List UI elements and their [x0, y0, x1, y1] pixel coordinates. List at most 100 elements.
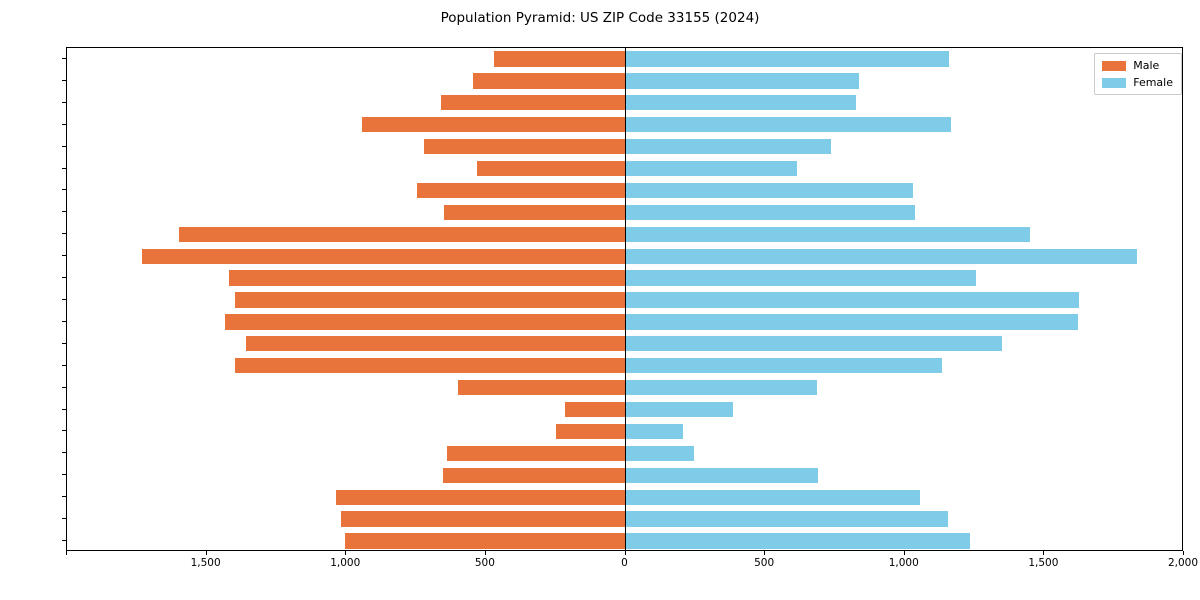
x-axis-label-5: 500: [754, 557, 775, 569]
bar-female-55-59: [625, 226, 1031, 242]
y-axis-tick-mark: [62, 277, 66, 279]
pyramid-row: [67, 160, 1182, 177]
plot-area: [66, 47, 1183, 551]
y-axis-tick-mark: [62, 474, 66, 476]
pyramid-row: [67, 314, 1182, 330]
x-axis-label-2: 1,000: [330, 557, 361, 569]
bar-male-18-19: [446, 445, 626, 462]
pyramid-row: [67, 117, 1182, 133]
pyramid-row: [67, 358, 1182, 374]
bars-layer: [67, 48, 1182, 550]
bar-male-65-66: [477, 160, 626, 177]
pyramid-row: [67, 292, 1182, 308]
legend-item-male: Male: [1102, 59, 1173, 72]
bar-male-5-9: [340, 511, 626, 527]
x-axis-tick-mark: [484, 551, 486, 555]
legend-swatch-female: [1102, 77, 1127, 88]
y-axis-tick-mark: [62, 342, 66, 344]
pyramid-row: [67, 489, 1182, 505]
bar-female-15-17: [625, 467, 819, 483]
bar-female-62-64: [625, 182, 914, 199]
bar-female-30-34: [625, 336, 1003, 352]
bar-male-70-74: [361, 117, 626, 133]
pyramid-row: [67, 423, 1182, 440]
x-axis-tick-mark: [345, 551, 347, 555]
bar-male-40-44: [234, 292, 626, 308]
y-axis-tick-mark: [62, 79, 66, 81]
y-axis-tick-mark: [62, 452, 66, 454]
bar-male-60-61: [443, 204, 626, 220]
pyramid-row: [67, 336, 1182, 352]
pyramid-row: [67, 467, 1182, 483]
y-axis-tick-mark: [62, 189, 66, 191]
pyramid-row: [67, 511, 1182, 527]
bar-female-80-84: [625, 73, 859, 89]
bar-female-45-49: [625, 270, 976, 286]
x-axis-tick-mark: [1183, 551, 1184, 555]
y-axis-tick-mark: [62, 540, 66, 542]
x-axis-tick-mark: [1043, 551, 1045, 555]
bar-male-45-49: [228, 270, 626, 286]
bar-female-20: [625, 423, 683, 440]
legend-label-female: Female: [1133, 76, 1173, 89]
pyramid-row: [67, 95, 1182, 111]
bar-female-under-5: [625, 533, 971, 549]
bar-female-18-19: [625, 445, 694, 462]
pyramid-row: [67, 138, 1182, 155]
legend-swatch-male: [1102, 60, 1127, 71]
y-axis-tick-mark: [62, 386, 66, 388]
x-axis-tick-mark: [205, 551, 207, 555]
bar-male-50-54: [142, 248, 626, 264]
x-axis-tick-mark: [66, 551, 67, 555]
pyramid-row: [67, 270, 1182, 286]
bar-male-67-69: [424, 138, 626, 155]
pyramid-row: [67, 533, 1182, 549]
pyramid-row: [67, 379, 1182, 396]
bar-female-35-39: [625, 314, 1078, 330]
zero-axis-line: [624, 48, 627, 550]
y-axis-tick-mark: [62, 408, 66, 410]
bar-female-50-54: [625, 248, 1137, 264]
x-axis-label-8: 2,000: [1167, 557, 1199, 569]
chart-title: Population Pyramid: US ZIP Code 33155 (2…: [440, 10, 760, 26]
y-axis-tick-mark: [62, 320, 66, 322]
bar-male-75-79: [441, 95, 626, 111]
bar-male-30-34: [245, 336, 626, 352]
bar-female-75-79: [625, 95, 856, 111]
pyramid-row: [67, 226, 1182, 242]
bar-female-21: [625, 401, 733, 418]
bar-female-5-9: [625, 511, 949, 527]
bar-male-62-64: [417, 182, 626, 199]
y-axis-tick-mark: [62, 101, 66, 103]
y-axis-tick-mark: [62, 233, 66, 235]
x-axis-tick-mark: [764, 551, 766, 555]
bar-female-10-14: [625, 489, 921, 505]
x-axis-label-7: 1,500: [1028, 557, 1059, 569]
bar-female-60-61: [625, 204, 915, 220]
pyramid-row: [67, 73, 1182, 89]
bar-male-80-84: [473, 73, 626, 89]
y-axis-tick-mark: [62, 496, 66, 498]
bar-female-67-69: [625, 138, 831, 155]
y-axis-tick-mark: [62, 518, 66, 520]
pyramid-row: [67, 445, 1182, 462]
x-axis-label-1: 1,500: [190, 557, 221, 569]
y-axis-tick-mark: [62, 211, 66, 213]
bar-female-22-24: [625, 379, 817, 396]
x-axis-tick-mark: [624, 551, 626, 555]
x-axis-label-4: 0: [621, 557, 628, 569]
bar-male-10-14: [336, 489, 626, 505]
bar-male-35-39: [224, 314, 626, 330]
pyramid-row: [67, 204, 1182, 220]
bar-male-under-5: [344, 533, 626, 549]
y-axis-tick-mark: [62, 255, 66, 257]
bar-male-21: [565, 401, 626, 418]
x-axis-label-6: 1,000: [888, 557, 919, 569]
chart-legend: Male Female: [1094, 53, 1182, 95]
y-axis-tick-mark: [62, 364, 66, 366]
y-axis-tick-mark: [62, 430, 66, 432]
bar-female-65-66: [625, 160, 798, 177]
bar-female-40-44: [625, 292, 1080, 308]
y-axis-tick-mark: [62, 123, 66, 125]
